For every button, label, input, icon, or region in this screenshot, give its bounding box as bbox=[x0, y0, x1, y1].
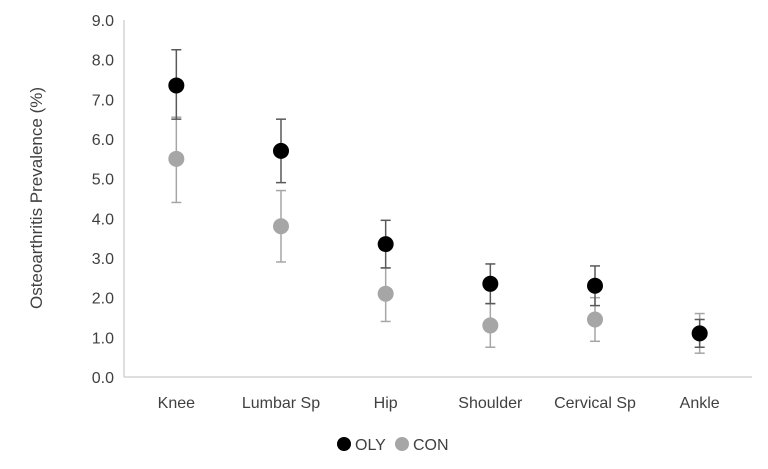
point-con bbox=[273, 218, 289, 235]
point-oly bbox=[482, 275, 499, 292]
point-oly bbox=[377, 236, 394, 253]
legend-marker-con bbox=[395, 437, 409, 451]
category-label: Shoulder bbox=[458, 395, 523, 412]
point-oly bbox=[168, 77, 185, 94]
category-labels: Knee Lumbar Sp Hip Shoulder Cervical Sp Ankle bbox=[158, 395, 720, 412]
point-con bbox=[168, 150, 185, 167]
y-tick-label: 4.0 bbox=[92, 211, 114, 228]
y-tick-label: 8.0 bbox=[92, 53, 114, 70]
y-tick-label: 1.0 bbox=[92, 330, 114, 347]
y-tick-label: 3.0 bbox=[92, 251, 114, 268]
legend-label-oly: OLY bbox=[355, 437, 386, 454]
y-tick-label: 2.0 bbox=[92, 291, 114, 308]
legend-marker-oly bbox=[337, 437, 351, 451]
point-oly bbox=[587, 277, 603, 294]
y-axis-title: Osteoarthritis Prevalence (%) bbox=[27, 87, 46, 309]
y-tick-label: 6.0 bbox=[92, 132, 114, 149]
category-label: Hip bbox=[374, 395, 398, 412]
legend-label-con: CON bbox=[413, 437, 449, 454]
data-points bbox=[168, 77, 708, 342]
y-tick-label: 5.0 bbox=[92, 172, 114, 189]
y-tick-labels: 0.0 1.0 2.0 3.0 4.0 5.0 6.0 7.0 8.0 9.0 bbox=[92, 13, 114, 387]
y-tick-label: 9.0 bbox=[92, 13, 114, 30]
y-tick-label: 7.0 bbox=[92, 92, 114, 109]
point-oly bbox=[691, 325, 708, 342]
legend: OLY CON bbox=[337, 437, 449, 454]
category-label: Cervical Sp bbox=[554, 395, 636, 412]
point-oly bbox=[273, 142, 289, 159]
category-label: Knee bbox=[158, 395, 195, 412]
point-con bbox=[377, 285, 394, 302]
category-label: Ankle bbox=[680, 395, 720, 412]
point-con bbox=[482, 317, 499, 334]
error-bars bbox=[171, 49, 705, 354]
y-tick-label: 0.0 bbox=[92, 370, 114, 387]
category-label: Lumbar Sp bbox=[242, 395, 320, 412]
point-con bbox=[587, 311, 603, 328]
